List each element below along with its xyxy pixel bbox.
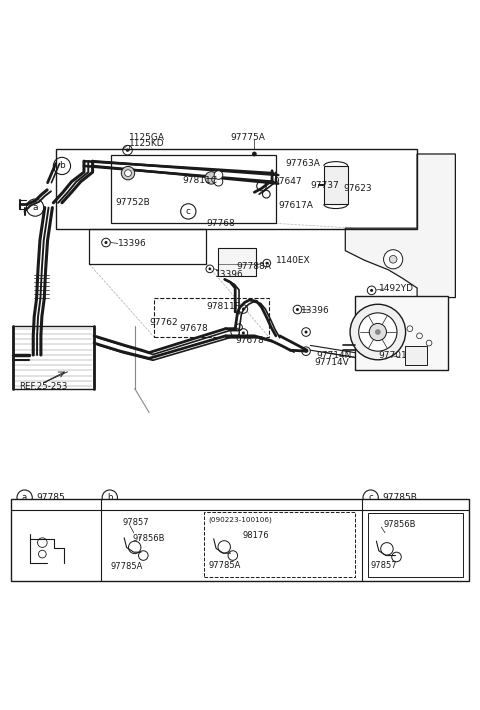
Circle shape	[304, 349, 308, 353]
Bar	[111, 155, 276, 224]
Text: 97785A: 97785A	[209, 561, 241, 570]
Text: b: b	[107, 493, 113, 502]
Text: 1140EX: 1140EX	[276, 256, 311, 266]
Text: 1125GA: 1125GA	[129, 133, 165, 142]
Text: 97647: 97647	[274, 178, 302, 186]
Bar	[355, 296, 448, 371]
Text: 97856B: 97856B	[132, 534, 165, 543]
Circle shape	[296, 308, 299, 311]
Text: 97768: 97768	[206, 219, 235, 229]
Text: 97811C: 97811C	[182, 176, 217, 185]
Text: 13396: 13396	[118, 239, 147, 248]
Circle shape	[304, 331, 308, 334]
Text: c: c	[368, 493, 373, 502]
Text: 97785B: 97785B	[382, 493, 417, 502]
Circle shape	[105, 241, 108, 244]
Text: 13396: 13396	[301, 305, 330, 315]
Circle shape	[252, 152, 257, 156]
Circle shape	[205, 172, 217, 184]
Text: 97785: 97785	[36, 493, 65, 502]
Circle shape	[208, 268, 211, 271]
Text: 97811F: 97811F	[206, 302, 240, 311]
Text: 97788A: 97788A	[236, 263, 271, 271]
Text: 97775A: 97775A	[230, 133, 265, 142]
Text: 97785A: 97785A	[111, 562, 143, 572]
Bar	[204, 513, 355, 577]
Circle shape	[126, 148, 129, 152]
Circle shape	[214, 170, 223, 180]
Text: 97857: 97857	[123, 518, 149, 528]
Bar	[217, 248, 256, 276]
Bar	[89, 229, 206, 264]
Text: 97857: 97857	[371, 561, 397, 570]
Circle shape	[359, 313, 397, 351]
Text: 97762: 97762	[149, 318, 178, 327]
Circle shape	[350, 305, 406, 360]
Text: c: c	[186, 207, 191, 216]
Circle shape	[125, 170, 132, 177]
Text: 97678: 97678	[235, 336, 264, 345]
Circle shape	[395, 555, 398, 558]
Text: 97623: 97623	[343, 185, 372, 193]
Text: 97856B: 97856B	[384, 520, 416, 529]
Text: b: b	[59, 161, 65, 170]
Bar	[12, 327, 94, 388]
Text: 1492YD: 1492YD	[379, 285, 414, 293]
Circle shape	[214, 178, 223, 186]
Circle shape	[242, 307, 245, 310]
Text: (090223-100106): (090223-100106)	[208, 517, 272, 523]
Text: 97763A: 97763A	[286, 158, 320, 168]
Circle shape	[375, 329, 381, 335]
Bar	[405, 346, 427, 364]
Text: 13396: 13396	[215, 270, 244, 279]
Circle shape	[222, 545, 226, 549]
Text: 97737: 97737	[311, 180, 339, 190]
Circle shape	[121, 166, 135, 180]
Text: 97678: 97678	[179, 324, 208, 333]
Circle shape	[389, 256, 397, 263]
Circle shape	[385, 547, 389, 551]
Text: 1125KD: 1125KD	[129, 139, 165, 148]
Text: a: a	[33, 203, 38, 212]
Text: 97701: 97701	[379, 351, 408, 359]
Text: REF.25-253: REF.25-253	[19, 382, 67, 391]
Text: 97714V: 97714V	[315, 358, 349, 367]
Text: 98176: 98176	[242, 530, 269, 540]
Text: 97714N: 97714N	[317, 351, 352, 361]
Bar	[56, 149, 417, 229]
Circle shape	[265, 262, 268, 264]
Circle shape	[142, 554, 145, 557]
Bar	[154, 297, 269, 337]
Bar	[324, 166, 348, 204]
Circle shape	[133, 545, 137, 550]
Text: 97752B: 97752B	[116, 198, 150, 207]
Polygon shape	[345, 154, 456, 297]
Circle shape	[369, 324, 386, 341]
Bar	[368, 513, 463, 577]
Circle shape	[370, 289, 373, 292]
Circle shape	[384, 250, 403, 269]
Bar	[11, 498, 469, 581]
Circle shape	[242, 332, 245, 334]
Text: a: a	[22, 493, 27, 502]
Circle shape	[231, 554, 234, 557]
Text: 97617A: 97617A	[278, 201, 313, 210]
